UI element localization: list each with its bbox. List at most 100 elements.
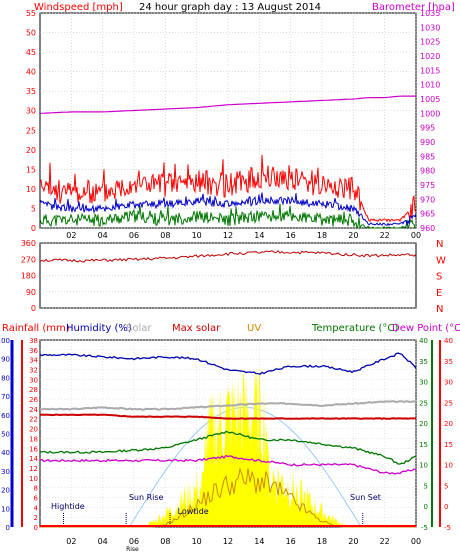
- baro-tick-label: 1005: [420, 95, 440, 104]
- rain-tick-label: 6: [34, 494, 39, 502]
- baro-tick-label: 975: [420, 181, 435, 190]
- winddir-series: [39, 250, 417, 263]
- dewpoint-series: [39, 454, 417, 475]
- rain-tick-label: 16: [29, 445, 38, 453]
- baro-tick-label: 1020: [420, 52, 440, 61]
- temp-tick-label: 25: [419, 399, 428, 407]
- x-tick-label: 14: [254, 537, 264, 546]
- wind-tick-label: 0: [31, 224, 36, 233]
- wind-tick-label: 20: [26, 146, 36, 155]
- rain-tick-label: 20: [29, 426, 38, 434]
- rain-tick-label: 2: [34, 514, 38, 522]
- baro-tick-label: 1035: [420, 9, 440, 18]
- compass-label: N: [436, 304, 443, 315]
- rain-tick-label: 4: [34, 504, 39, 512]
- dew-tick-label: 10: [444, 462, 453, 470]
- compass-label: S: [436, 272, 442, 283]
- temp-tick-label: 10: [419, 462, 428, 470]
- compass-label: E: [436, 288, 442, 299]
- baro-tick-label: 1015: [420, 66, 440, 75]
- temp-tick-label: 40: [419, 337, 428, 345]
- x-tick-label: 08: [160, 537, 170, 546]
- x-tick-label: 12: [223, 231, 233, 240]
- winddir-tick-label: 360: [21, 239, 36, 248]
- solar-line-series: [39, 400, 417, 411]
- rain-tick-label: 34: [29, 357, 38, 365]
- baro-tick-label: 1010: [420, 81, 440, 90]
- wind-baro-chart: 0510152025303540455055960965970975980985…: [26, 9, 441, 240]
- legend-solar: Solar: [126, 323, 152, 334]
- humidity-tick-label: 40: [1, 449, 10, 457]
- rain-tick-label: 24: [29, 406, 38, 414]
- legend-rainfall: Rainfall (mm): [2, 323, 70, 334]
- annotation-label: Lowtide: [178, 507, 209, 516]
- x-tick-label: 22: [380, 231, 390, 240]
- temp-tick-label: 35: [419, 358, 428, 366]
- baro-tick-label: 960: [420, 224, 435, 233]
- x-tick-label: 16: [286, 537, 296, 546]
- temp-tick-label: 5: [424, 482, 428, 490]
- x-tick-label: 06: [129, 231, 139, 240]
- compass-label: N: [436, 239, 443, 250]
- x-tick-label: 18: [317, 537, 327, 546]
- rain-tick-label: 12: [29, 465, 38, 473]
- legend-humidity: Humidity (%): [66, 323, 132, 334]
- wind-tick-label: 35: [26, 87, 36, 96]
- humidity-tick-label: 30: [1, 468, 10, 476]
- baro-tick-label: 980: [420, 167, 435, 176]
- winddir-panel: [39, 242, 417, 309]
- baro-tick-label: 990: [420, 138, 435, 147]
- x-tick-label: 04: [98, 537, 108, 546]
- dew-tick-label: 0: [444, 503, 448, 511]
- annotation-label: Sun Rise: [129, 493, 164, 502]
- humidity-tick-label: 70: [1, 393, 10, 401]
- rain-tick-label: 28: [29, 386, 38, 394]
- wind-avg-series: [39, 192, 417, 227]
- humidity-tick-label: 100: [0, 337, 10, 345]
- x-tick-label: 08: [160, 231, 170, 240]
- x-tick-label: 02: [66, 231, 76, 240]
- wind-tick-label: 25: [26, 126, 36, 135]
- wind-tick-label: 10: [26, 185, 36, 194]
- baro-series: [39, 95, 416, 114]
- x-tick-label: 10: [192, 537, 202, 546]
- temp-tick-label: 20: [419, 420, 428, 428]
- wind-low-series: [39, 203, 416, 230]
- wind-tick-label: 55: [26, 9, 36, 18]
- humidity-tick-label: 50: [1, 431, 10, 439]
- baro-tick-label: 1000: [420, 109, 440, 118]
- temp-tick-label: -5: [421, 524, 428, 532]
- dew-tick-label: -5: [444, 524, 451, 532]
- annotation-label: Hightide: [51, 502, 85, 511]
- legend-dewpoint: Dew Point (°C): [392, 323, 460, 334]
- x-tick-label: 00: [411, 231, 421, 240]
- wind-gust-series: [39, 154, 417, 223]
- rain-tick-label: 26: [29, 396, 38, 404]
- wind-axis-title: Windspeed [mph]: [34, 2, 123, 13]
- humidity-tick-label: 0: [6, 524, 10, 532]
- dew-tick-label: 30: [444, 379, 453, 387]
- humidity-tick-label: 60: [1, 412, 10, 420]
- winddir-tick-label: 0: [31, 304, 36, 313]
- dew-tick-label: 25: [444, 399, 453, 407]
- x-tick-label: 06: [129, 537, 139, 546]
- wind-tick-label: 15: [26, 165, 36, 174]
- x-tick-label: 04: [98, 231, 108, 240]
- x-tick-label: 14: [254, 231, 264, 240]
- annotation-label: Sun Set: [350, 493, 381, 502]
- rain-tick-label: 36: [29, 347, 38, 355]
- humidity-series: [39, 352, 417, 376]
- wind-tick-label: 50: [26, 29, 36, 38]
- x-tick-label: 00: [411, 537, 421, 546]
- wind-tick-label: 40: [26, 68, 36, 77]
- temperature-series: [39, 430, 417, 465]
- dew-tick-label: 15: [444, 441, 453, 449]
- rain-tick-label: 14: [29, 455, 38, 463]
- rain-tick-label: 18: [29, 435, 38, 443]
- page-title: 24 hour graph day : 13 August 2014: [139, 2, 321, 13]
- x-tick-label: 20: [348, 231, 358, 240]
- baro-tick-label: 965: [420, 210, 435, 219]
- dew-tick-label: 5: [444, 482, 448, 490]
